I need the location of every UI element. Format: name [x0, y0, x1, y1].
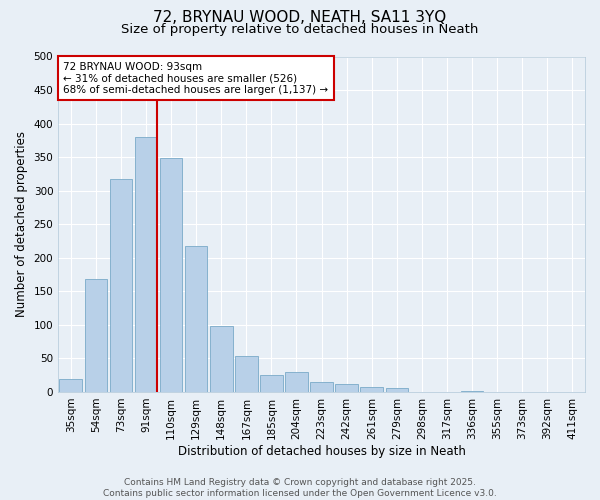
Bar	[210, 326, 233, 392]
Bar	[85, 279, 107, 392]
Bar	[110, 178, 132, 392]
Text: Size of property relative to detached houses in Neath: Size of property relative to detached ho…	[121, 22, 479, 36]
Bar	[235, 356, 257, 392]
Text: Contains HM Land Registry data © Crown copyright and database right 2025.
Contai: Contains HM Land Registry data © Crown c…	[103, 478, 497, 498]
Text: 72, BRYNAU WOOD, NEATH, SA11 3YQ: 72, BRYNAU WOOD, NEATH, SA11 3YQ	[154, 10, 446, 25]
Bar	[134, 137, 157, 392]
Y-axis label: Number of detached properties: Number of detached properties	[15, 131, 28, 317]
Bar	[185, 246, 208, 392]
Bar	[361, 386, 383, 392]
Text: 72 BRYNAU WOOD: 93sqm
← 31% of detached houses are smaller (526)
68% of semi-det: 72 BRYNAU WOOD: 93sqm ← 31% of detached …	[64, 62, 329, 94]
Bar	[335, 384, 358, 392]
Bar	[160, 158, 182, 392]
Bar	[310, 382, 333, 392]
X-axis label: Distribution of detached houses by size in Neath: Distribution of detached houses by size …	[178, 444, 466, 458]
Bar	[59, 379, 82, 392]
Bar	[260, 374, 283, 392]
Bar	[285, 372, 308, 392]
Bar	[386, 388, 408, 392]
